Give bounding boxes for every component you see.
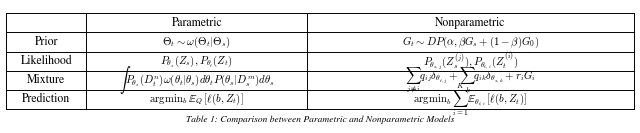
Text: $\mathrm{argmin}_b\, \sum_{i=1}^K \mathbb{E}_{\theta_{t,i}}\,[\ell(b, Z_t)]$: $\mathrm{argmin}_b\, \sum_{i=1}^K \mathb… bbox=[413, 81, 527, 118]
Text: $G_t \sim DP(\alpha, \beta G_s + (1-\beta)G_0)$: $G_t \sim DP(\alpha, \beta G_s + (1-\bet… bbox=[402, 34, 539, 50]
Text: Prior: Prior bbox=[35, 36, 58, 48]
Text: Prediction: Prediction bbox=[22, 94, 70, 105]
Text: Mixture: Mixture bbox=[28, 74, 65, 86]
Text: $\mathrm{argmin}_b\, \mathbb{E}_Q\,[\ell(b, Z_t)]$: $\mathrm{argmin}_b\, \mathbb{E}_Q\,[\ell… bbox=[150, 92, 244, 107]
Text: $P_{\theta_{s,j}}(Z_s^{(j)}), P_{\theta_{t,i}}(Z_t^{(i)})$: $P_{\theta_{s,j}}(Z_s^{(j)}), P_{\theta_… bbox=[422, 50, 518, 72]
Text: $\Theta_t \sim \omega(\Theta_t|\Theta_s)$: $\Theta_t \sim \omega(\Theta_t|\Theta_s)… bbox=[163, 34, 231, 50]
Text: $\int P_{\theta_s}(D_t^n)\omega(\theta_t|\theta_s)d\theta_t P(\theta_s|D_s^m)d\t: $\int P_{\theta_s}(D_t^n)\omega(\theta_t… bbox=[119, 64, 275, 96]
Text: Nonparametric: Nonparametric bbox=[435, 17, 506, 29]
Text: $P_{\theta_s}(Z_s), P_{\theta_t}(Z_t)$: $P_{\theta_s}(Z_s), P_{\theta_t}(Z_t)$ bbox=[161, 54, 233, 69]
Text: Parametric: Parametric bbox=[172, 17, 222, 29]
Text: Likelihood: Likelihood bbox=[20, 55, 72, 67]
Text: Table 1: Comparison between Parametric and Nonparametric Models: Table 1: Comparison between Parametric a… bbox=[186, 116, 454, 124]
Text: $\sum_{j\neq i} q_{ij}\delta_{\theta_{t,j}} + \sum_k q_{ik}\delta_{\theta_{s,k}}: $\sum_{j\neq i} q_{ij}\delta_{\theta_{t,… bbox=[405, 66, 536, 95]
